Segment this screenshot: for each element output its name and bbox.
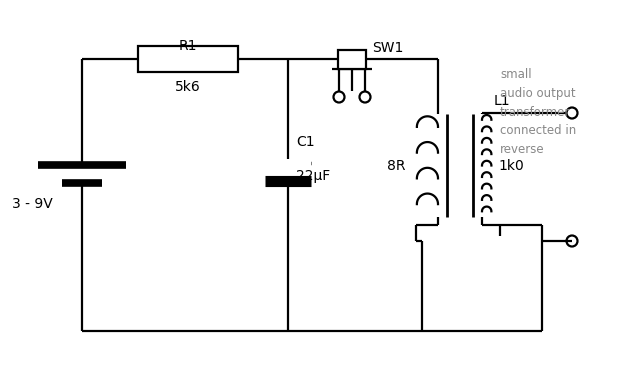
Bar xyxy=(138,46,238,72)
Text: R1: R1 xyxy=(179,39,197,53)
Text: L1: L1 xyxy=(494,94,510,108)
Text: 8R: 8R xyxy=(387,159,406,172)
Text: transformer: transformer xyxy=(500,106,570,118)
Text: small: small xyxy=(500,68,531,80)
Text: 3 - 9V: 3 - 9V xyxy=(12,197,53,211)
Text: SW1: SW1 xyxy=(372,41,403,55)
Text: reverse: reverse xyxy=(500,144,545,156)
Text: 22μF: 22μF xyxy=(296,169,330,183)
Text: C1: C1 xyxy=(296,135,315,149)
Text: 1k0: 1k0 xyxy=(499,159,524,172)
Bar xyxy=(338,50,366,69)
Text: audio output: audio output xyxy=(500,86,575,100)
Bar xyxy=(265,159,311,173)
Text: connected in: connected in xyxy=(500,124,576,138)
Text: 5k6: 5k6 xyxy=(175,80,201,94)
